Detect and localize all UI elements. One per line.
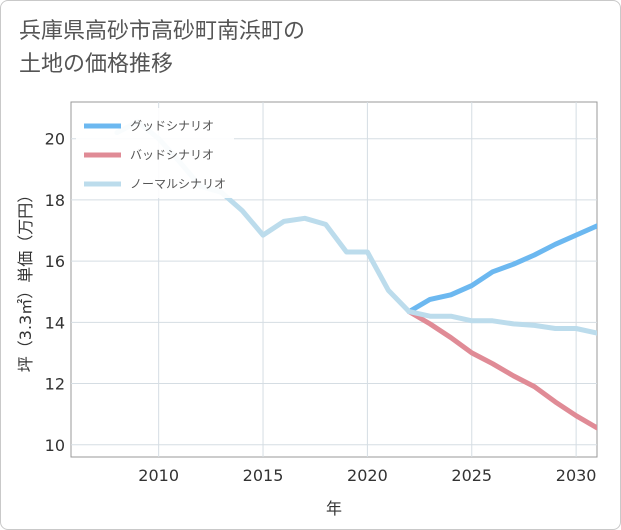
y-tick-label: 20 [45,130,65,149]
tick-labels: 2010 2015 2020 2025 2030 10 12 14 16 18 20 [45,130,597,485]
y-tick-label: 12 [45,375,65,394]
gridlines [71,102,597,457]
x-axis-label: 年 [326,499,342,518]
series-line-bad [406,309,597,431]
series-line-good [406,223,597,315]
legend-label-good: グッドシナリオ [130,119,214,133]
legend-label-bad: バッドシナリオ [130,148,214,162]
x-tick-label: 2015 [243,466,284,485]
y-tick-label: 16 [45,252,65,271]
legend-label-normal: ノーマルシナリオ [130,177,226,191]
y-tick-label: 10 [45,436,65,455]
y-tick-label: 18 [45,191,65,210]
y-axis-label: 坪（3.3㎡）単価（万円） [16,187,35,372]
chart-title: 兵庫県高砂市高砂町南浜町の 土地の価格推移 [19,19,306,77]
x-tick-label: 2010 [138,466,179,485]
x-tick-label: 2030 [556,466,597,485]
x-tick-label: 2020 [347,466,388,485]
y-tick-label: 14 [45,313,65,332]
x-tick-label: 2025 [451,466,492,485]
